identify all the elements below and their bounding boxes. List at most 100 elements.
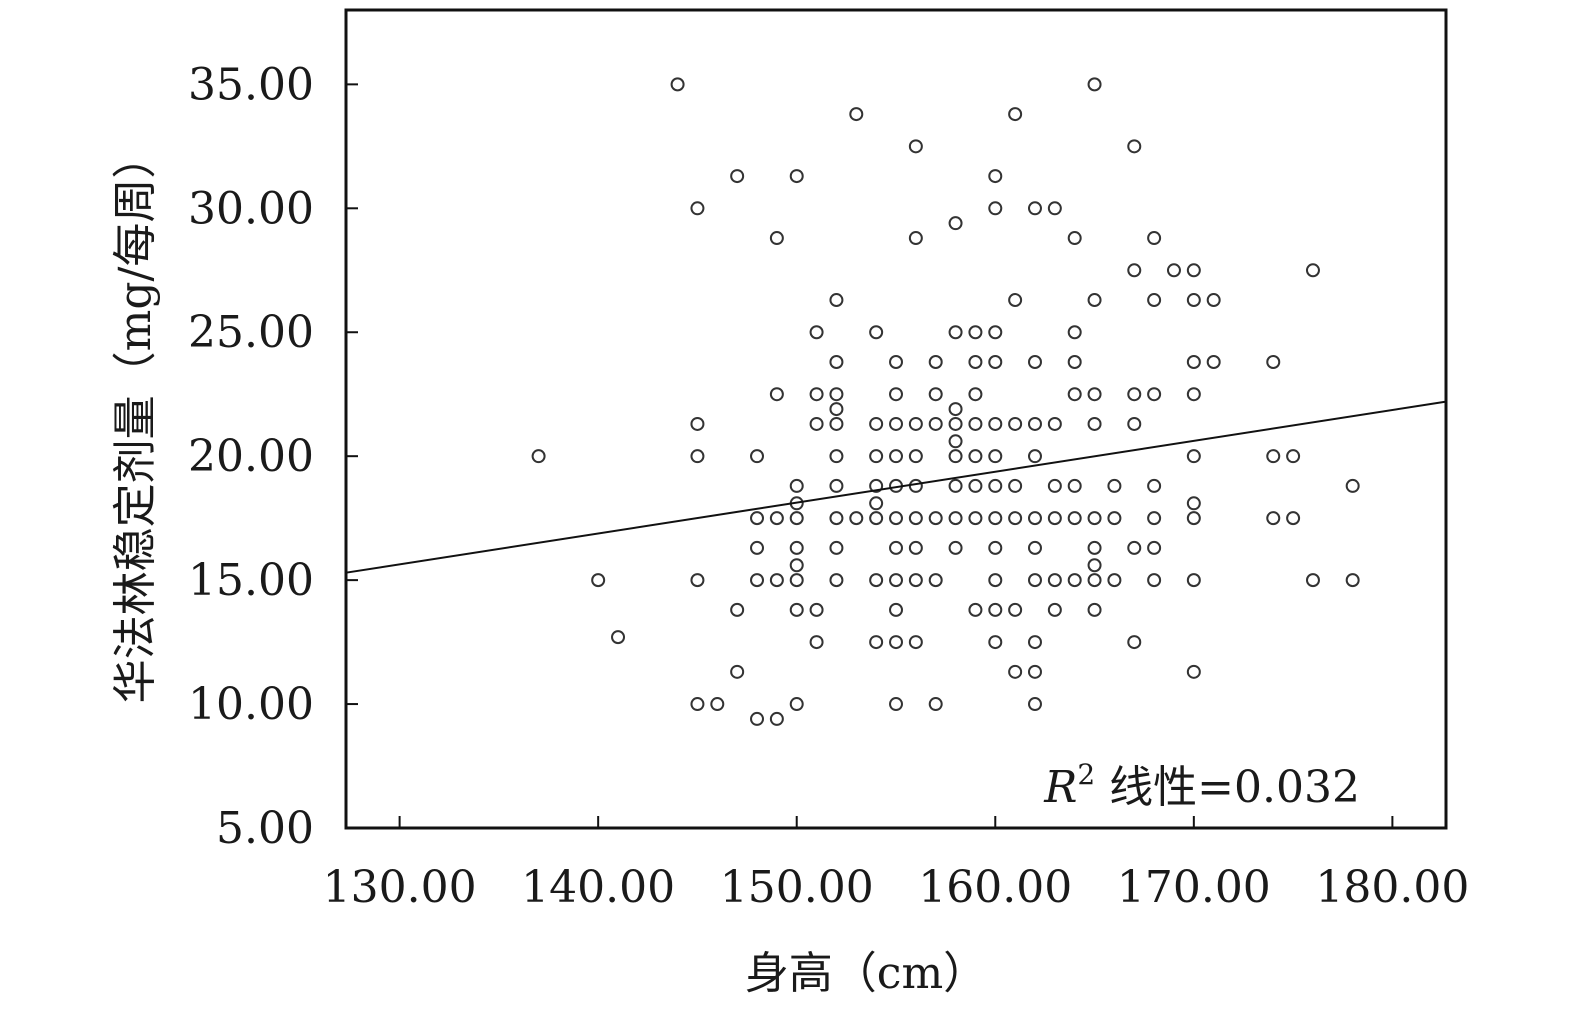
data-point [829,478,844,493]
data-point [1027,664,1042,679]
data-point [829,573,844,588]
x-tick-label: 170.00 [1117,862,1271,913]
y-tick-label: 10.00 [188,679,314,730]
data-point [1286,449,1301,464]
data-point [948,434,963,449]
data-point [750,540,765,555]
data-point [809,602,824,617]
data-point [1345,573,1360,588]
data-point [889,387,903,402]
data-point [1127,139,1142,154]
data-point [1147,293,1162,308]
data-point [611,630,626,645]
data-point [1027,449,1042,464]
y-axis-title: 华法林稳定剂量（mg/每周） [110,135,161,704]
data-point [988,354,1003,369]
data-point [789,573,804,588]
data-point [1008,107,1023,122]
data-point [769,387,784,402]
data-point [750,711,765,726]
data-point [968,602,983,617]
data-point [710,697,725,712]
x-axis-title: 身高（cm） [745,948,987,999]
data-point [908,449,923,464]
data-point [769,573,784,588]
data-point [1186,387,1201,402]
data-point [908,540,923,555]
data-point [869,325,884,340]
data-point [889,354,903,369]
data-point [908,573,923,588]
data-point [869,635,884,650]
data-point [1266,449,1281,464]
data-point [1147,511,1162,526]
data-point [1047,201,1062,216]
x-tick-label: 140.00 [521,862,675,913]
data-point [1047,416,1062,431]
data-point [690,697,705,712]
data-point [988,169,1003,184]
data-point [829,416,844,431]
data-point [1186,511,1201,526]
x-axis: 130.00 140.00 150.00 160.00 170.00 180.00 [323,816,1469,913]
data-point [1107,573,1122,588]
data-point [1027,540,1042,555]
data-point [1047,573,1062,588]
data-point [1107,478,1122,493]
data-point [829,354,844,369]
data-point [1206,354,1221,369]
data-point [1127,540,1142,555]
data-point [988,201,1003,216]
data-point [988,635,1003,650]
data-point [531,449,546,464]
data-point [988,573,1003,588]
data-point [869,449,884,464]
data-point [889,416,903,431]
data-point [869,416,884,431]
data-point [988,449,1003,464]
data-point [908,231,923,246]
data-point [928,573,943,588]
data-point [1087,293,1102,308]
data-point [1008,293,1023,308]
data-point [869,511,884,526]
data-point [829,511,844,526]
data-point [1266,511,1281,526]
data-point [690,449,705,464]
data-point [730,602,745,617]
data-point [670,77,685,92]
data-point [889,635,903,650]
r-squared-value: 线性=0.032 [1109,762,1360,813]
data-point [1286,511,1301,526]
data-point [928,416,943,431]
data-point [809,387,824,402]
data-point [1067,511,1082,526]
data-point [849,107,864,122]
data-point [750,511,765,526]
data-point [1008,664,1023,679]
data-point [1186,573,1201,588]
r-superscript: 2 [1077,758,1095,791]
data-point [1087,77,1102,92]
data-point [1067,478,1082,493]
data-point [1067,387,1082,402]
data-point [948,511,963,526]
data-point [1127,416,1142,431]
data-point [809,325,824,340]
data-point [1305,263,1320,278]
data-point [1027,697,1042,712]
data-point [1047,478,1062,493]
y-tick-label: 25.00 [188,307,314,358]
y-axis: 5.00 10.00 15.00 20.00 25.00 30.00 35.00 [188,59,358,854]
data-point [769,231,784,246]
data-point [968,449,983,464]
data-point [968,478,983,493]
data-point [889,449,903,464]
data-point [948,216,963,231]
data-point [889,511,903,526]
data-point [829,540,844,555]
x-tick-label: 180.00 [1315,862,1469,913]
data-point [968,325,983,340]
